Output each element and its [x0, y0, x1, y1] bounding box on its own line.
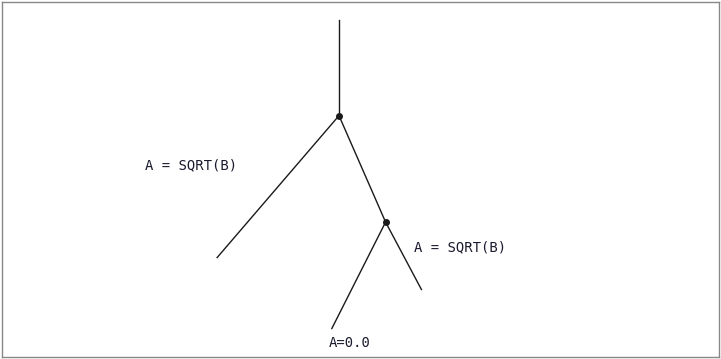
Text: A=0.0: A=0.0 — [329, 336, 371, 350]
Text: A = SQRT(B): A = SQRT(B) — [415, 240, 506, 254]
Text: A = SQRT(B): A = SQRT(B) — [146, 158, 238, 172]
